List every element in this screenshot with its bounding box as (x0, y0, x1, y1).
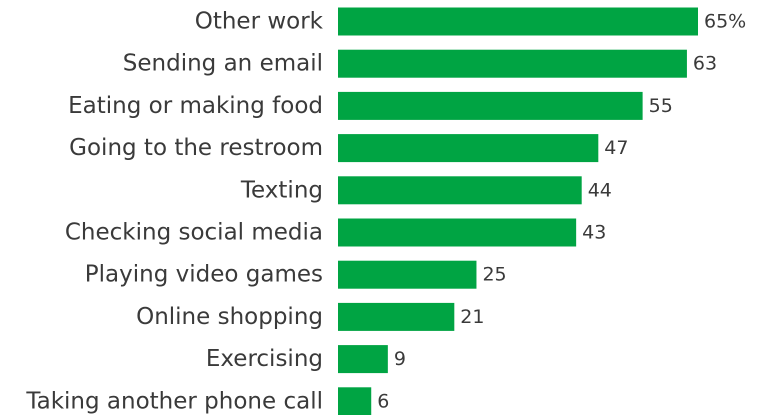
category-label: Playing video games (85, 262, 323, 288)
value-label: 25 (482, 264, 506, 286)
bar (338, 345, 388, 374)
category-label: Exercising (206, 346, 323, 372)
bar (338, 302, 455, 331)
bar (338, 49, 687, 78)
value-label: 9 (394, 348, 406, 370)
value-label: 55 (649, 95, 673, 117)
value-label: 43 (582, 222, 606, 244)
value-label: 6 (377, 390, 389, 412)
value-label: 21 (460, 306, 484, 328)
category-label: Sending an email (123, 51, 323, 77)
category-label: Other work (195, 9, 324, 35)
value-label: 63 (693, 53, 717, 75)
category-label: Taking another phone call (25, 388, 323, 414)
bar (338, 218, 577, 247)
category-label: Checking social media (65, 220, 323, 246)
category-label: Online shopping (136, 304, 323, 330)
bar (338, 134, 599, 163)
value-label: 44 (588, 179, 612, 201)
bar (338, 387, 372, 415)
bar (338, 260, 477, 289)
bar (338, 7, 698, 36)
category-label: Texting (240, 177, 323, 203)
bar (338, 176, 582, 205)
value-label: 47 (604, 137, 628, 159)
category-label: Going to the restroom (69, 135, 323, 161)
value-label: 65% (704, 11, 746, 33)
category-label: Eating or making food (68, 93, 323, 119)
bar (338, 91, 643, 120)
